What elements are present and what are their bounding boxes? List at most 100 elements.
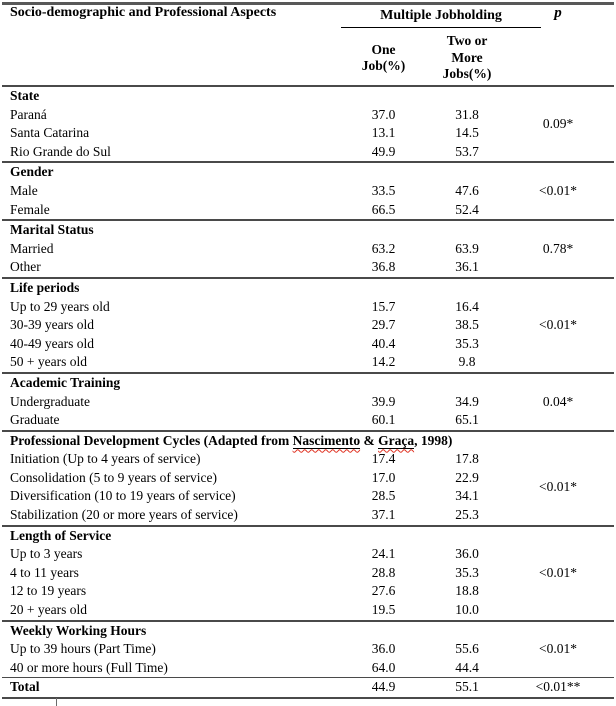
one-job-value: 64.0 <box>371 659 396 675</box>
p-value-empty <box>502 143 614 163</box>
one-job-value: 17.0 <box>371 469 396 485</box>
table-body: State Paraná 37.0 31.8 0.09* Santa Catar… <box>2 85 614 698</box>
section-title-row: State <box>2 85 614 106</box>
row-label: Santa Catarina <box>10 125 90 141</box>
table-row: Stabilization (20 or more years of servi… <box>2 506 614 526</box>
row-label: 4 to 11 years <box>10 564 79 580</box>
section-title: Academic Training <box>2 371 614 393</box>
table-row: 30-39 years old 29.7 38.5 <0.01* <box>2 316 614 335</box>
p-value: 0.09* <box>542 115 574 131</box>
spanner-title: Multiple Jobholding <box>341 5 541 28</box>
row-label: Up to 29 years old <box>10 298 110 314</box>
table-row: Up to 3 years 24.1 36.0 <box>2 545 614 564</box>
p-value: <0.01* <box>539 641 577 657</box>
two-more-value: 38.5 <box>455 317 479 333</box>
two-more-value: 55.6 <box>455 641 479 657</box>
row-label: 30-39 years old <box>10 317 94 333</box>
spanner-row: Socio-demographic and Professional Aspec… <box>2 3 614 87</box>
one-job-value: 40.4 <box>371 335 396 351</box>
p-value-empty <box>502 353 614 373</box>
table-row: Female 66.5 52.4 <box>2 201 614 221</box>
two-more-value: 16.4 <box>455 298 479 314</box>
table-row: Up to 39 hours (Part Time) 36.0 55.6 <0.… <box>2 640 614 659</box>
two-more-value: 35.3 <box>455 335 479 351</box>
section-title: State <box>2 85 614 106</box>
p-value: <0.01* <box>539 182 577 198</box>
p-value: 0.78* <box>542 240 574 256</box>
one-job-value: 27.6 <box>371 583 396 599</box>
table-row: Rio Grande do Sul 49.9 53.7 <box>2 143 614 163</box>
section-title: Length of Service <box>2 524 614 546</box>
column-header-row: One Job(%) Two or More Jobs(%) <box>2 31 614 87</box>
section-title-row: Life periods <box>2 276 614 298</box>
p-value-empty <box>502 201 614 221</box>
title-text: & <box>360 432 379 448</box>
two-more-value: 63.9 <box>455 240 479 256</box>
two-more-value: 34.1 <box>455 488 479 504</box>
section-title-row: Length of Service <box>2 524 614 546</box>
two-more-value: 14.5 <box>455 125 479 141</box>
row-label: Female <box>10 201 50 217</box>
two-more-value: 52.4 <box>455 201 479 217</box>
row-label: Male <box>10 182 38 198</box>
one-job-value: 28.5 <box>371 488 396 504</box>
section-title-row: Academic Training <box>2 371 614 393</box>
two-more-value: 10.0 <box>455 602 479 618</box>
one-job-value: 17.4 <box>371 451 396 467</box>
p-value: <0.01* <box>539 317 577 333</box>
two-more-value: 35.3 <box>455 564 479 580</box>
two-more-value: 22.9 <box>455 469 479 485</box>
section-title: Gender <box>2 161 614 182</box>
row-label: 40-49 years old <box>10 335 94 351</box>
one-job-value: 29.7 <box>371 317 396 333</box>
one-job-value: 36.0 <box>371 641 396 657</box>
total-row: Total 44.9 55.1 <0.01** <box>2 677 614 698</box>
one-job-value: 15.7 <box>371 298 396 314</box>
two-more-value: 31.8 <box>455 106 479 122</box>
one-job-total: 44.9 <box>335 677 432 698</box>
row-label: Diversification (10 to 19 years of servi… <box>10 488 236 504</box>
two-more-value: 53.7 <box>455 143 479 159</box>
two-more-value: 34.9 <box>455 393 479 409</box>
row-label: Graduate <box>10 412 60 428</box>
two-more-value: 18.8 <box>455 583 479 599</box>
one-job-value: 63.2 <box>371 240 396 256</box>
section-title: Professional Development Cycles (Adapted… <box>2 429 614 451</box>
one-job-value: 49.9 <box>371 143 396 159</box>
p-value-empty <box>502 298 614 317</box>
two-more-value: 65.1 <box>455 412 479 428</box>
p-value-empty <box>502 582 614 601</box>
section-title: Weekly Working Hours <box>2 619 614 641</box>
section-title-row: Marital Status <box>2 219 614 240</box>
p-value-empty <box>502 411 614 431</box>
table-row: Diversification (10 to 19 years of servi… <box>2 487 614 506</box>
row-label: 20 + years old <box>10 602 87 618</box>
p-value-empty <box>502 545 614 564</box>
one-job-value: 37.0 <box>371 106 396 122</box>
p-value: <0.01* <box>539 479 577 495</box>
table-row: 40 or more hours (Full Time) 64.0 44.4 <box>2 659 614 678</box>
p-value: <0.01* <box>539 564 577 580</box>
row-label: Paraná <box>10 106 47 122</box>
p-value-empty <box>502 258 614 278</box>
row-label: 50 + years old <box>10 354 87 370</box>
two-more-value: 36.0 <box>455 546 479 562</box>
one-job-column-header: One Job(%) <box>335 31 432 87</box>
row-label: Other <box>10 259 41 275</box>
one-job-value: 36.8 <box>371 259 396 275</box>
row-label: Undergraduate <box>10 393 90 409</box>
p-value-empty <box>502 601 614 621</box>
row-label: 12 to 19 years <box>10 583 87 599</box>
row-label: 40 or more hours (Full Time) <box>10 659 168 675</box>
total-label: Total <box>2 677 335 698</box>
two-or-more-column-header: Two or More Jobs(%) <box>432 31 502 87</box>
two-more-value: 47.6 <box>455 182 479 198</box>
table-row: 4 to 11 years 28.8 35.3 <0.01* <box>2 564 614 583</box>
one-job-value: 37.1 <box>371 507 396 523</box>
row-label: Up to 3 years <box>10 546 83 562</box>
table-row: 40-49 years old 40.4 35.3 <box>2 335 614 354</box>
table-row: Undergraduate 39.9 34.9 0.04* <box>2 393 614 412</box>
gridline-tick-artifact <box>56 698 57 706</box>
